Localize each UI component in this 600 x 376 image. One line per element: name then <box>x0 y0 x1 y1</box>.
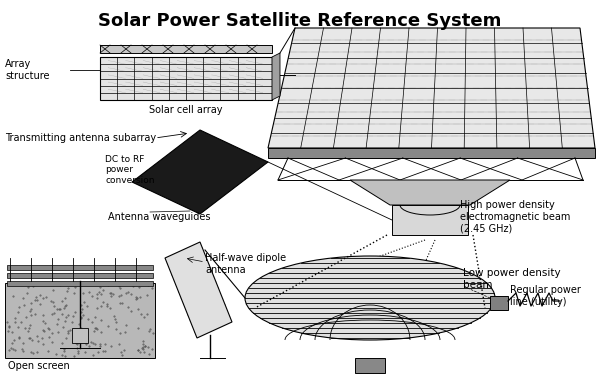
Bar <box>5 283 155 358</box>
Bar <box>72 328 88 343</box>
Polygon shape <box>132 130 268 214</box>
Text: Antenna waveguides: Antenna waveguides <box>108 212 211 222</box>
Polygon shape <box>272 53 280 100</box>
Polygon shape <box>268 28 595 148</box>
Text: Array
structure: Array structure <box>5 59 49 81</box>
Bar <box>7 273 153 278</box>
Bar <box>7 265 153 270</box>
Bar <box>490 296 508 310</box>
Polygon shape <box>165 242 232 338</box>
Ellipse shape <box>245 256 495 340</box>
Text: Solar cell array: Solar cell array <box>149 105 223 115</box>
Polygon shape <box>350 180 510 205</box>
Text: Transmitting antenna subarray: Transmitting antenna subarray <box>5 133 156 143</box>
Text: Regular power
line (utility): Regular power line (utility) <box>510 285 581 306</box>
Text: High power density
electromagnetic beam
(2.45 GHz): High power density electromagnetic beam … <box>460 200 571 233</box>
Bar <box>100 57 272 100</box>
Bar <box>7 281 153 286</box>
Bar <box>392 205 468 235</box>
Text: Low power density
beam: Low power density beam <box>463 268 560 290</box>
Text: Solar Power Satellite Reference System: Solar Power Satellite Reference System <box>98 12 502 30</box>
Bar <box>100 45 272 53</box>
Text: Half-wave dipole
antenna: Half-wave dipole antenna <box>205 253 286 274</box>
Bar <box>355 358 385 373</box>
Text: Open screen: Open screen <box>8 361 70 371</box>
Text: DC to RF
power
conversion: DC to RF power conversion <box>105 155 155 185</box>
Polygon shape <box>268 148 595 158</box>
